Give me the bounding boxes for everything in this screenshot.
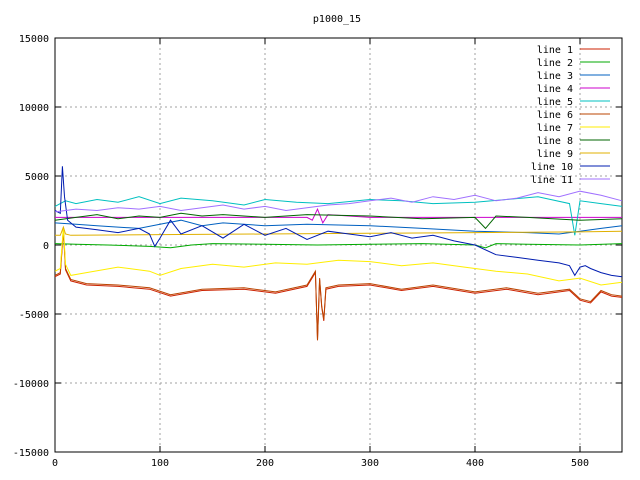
series-line-1 xyxy=(54,231,623,341)
series-line-5 xyxy=(54,196,623,236)
legend-label-8: line 8 xyxy=(537,136,573,147)
legend-label-2: line 2 xyxy=(537,58,573,69)
series-line-6 xyxy=(54,228,623,341)
legend-label-6: line 6 xyxy=(537,110,573,121)
legend-label-11: line 11 xyxy=(531,175,573,186)
y-tick-label: 10000 xyxy=(19,103,49,114)
x-tick-label: 0 xyxy=(52,458,58,469)
series-line-2 xyxy=(54,243,623,249)
legend-label-7: line 7 xyxy=(537,123,573,134)
series-line-11 xyxy=(54,190,623,213)
series-lines xyxy=(54,166,623,341)
y-tick-label: -5000 xyxy=(19,310,49,321)
legend-label-10: line 10 xyxy=(531,162,573,173)
legend: line 1 line 2 line 3 line 4 line 5 line 6 line… xyxy=(531,45,610,186)
y-tick-label: -15000 xyxy=(13,448,49,459)
axis-ticks: 0 100 200 300 400 500 -15000 -10000 -5000 0 5000 10… xyxy=(13,34,622,469)
series-line-4 xyxy=(55,207,622,225)
y-tick-label: -10000 xyxy=(13,379,49,390)
y-tick-label: 0 xyxy=(43,241,49,252)
x-tick-label: 400 xyxy=(466,458,484,469)
x-tick-label: 300 xyxy=(361,458,379,469)
series-line-9 xyxy=(55,225,623,236)
legend-label-5: line 5 xyxy=(537,97,573,108)
legend-label-4: line 4 xyxy=(537,84,573,95)
series-line-3 xyxy=(54,219,623,235)
series-line-7 xyxy=(54,227,623,286)
series-line-10 xyxy=(54,166,623,278)
series-line-8 xyxy=(54,212,623,230)
x-tick-label: 100 xyxy=(151,458,169,469)
x-tick-label: 500 xyxy=(571,458,589,469)
legend-label-9: line 9 xyxy=(537,149,573,160)
legend-label-3: line 3 xyxy=(537,71,573,82)
x-tick-label: 200 xyxy=(256,458,274,469)
chart-title: p1000_15 xyxy=(313,14,361,25)
y-tick-label: 5000 xyxy=(25,172,49,183)
y-tick-label: 15000 xyxy=(19,34,49,45)
legend-label-1: line 1 xyxy=(537,45,573,56)
